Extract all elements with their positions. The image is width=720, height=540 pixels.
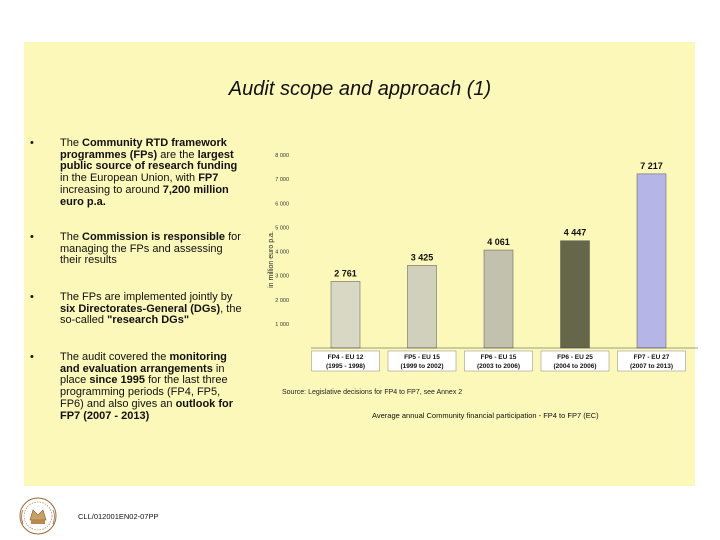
bar xyxy=(560,240,590,349)
bullet-text-segment: increasing to around xyxy=(60,183,163,196)
bullet-text-segment: The FPs are implemented jointly by xyxy=(60,291,233,303)
bullet-text: The audit covered the monitoring and eva… xyxy=(60,351,246,422)
bar xyxy=(636,173,667,349)
bullet-text: The Community RTD framework programmes (… xyxy=(60,137,246,208)
category-period-label: (2007 to 2013) xyxy=(630,363,673,370)
bullet-text-bold: FP7 xyxy=(198,172,219,185)
y-tick-label: 5 000 xyxy=(275,225,289,231)
y-tick-label: 6 000 xyxy=(275,201,289,207)
category-period-label: (1999 to 2002) xyxy=(401,363,444,370)
bullet-text-segment: The xyxy=(60,231,83,243)
category-box xyxy=(540,350,610,372)
bullet-text: The FPs are implemented jointly by six D… xyxy=(60,291,246,327)
category-period-label: (2004 to 2006) xyxy=(554,363,597,370)
document-reference: CLL/012001EN02-07PP xyxy=(78,512,159,521)
category-box xyxy=(311,350,380,372)
bar-value-label: 2 761 xyxy=(334,268,357,278)
bullet-marker: • xyxy=(30,291,34,303)
category-label: FP6 - EU 15 xyxy=(481,354,517,361)
bullet-text-segment: for managing the FPs and assessing their… xyxy=(60,231,241,267)
bar xyxy=(483,249,514,349)
category-period-label: (1995 - 1998) xyxy=(326,363,365,370)
slide-title: Audit scope and approach (1) xyxy=(228,78,492,100)
bar xyxy=(330,281,361,349)
bullet-text-segment: in place xyxy=(60,362,225,387)
bullet-marker: • xyxy=(30,137,34,149)
bullet-text-bold: largest public source of research fundin… xyxy=(60,148,238,173)
bar-value-label: 4 061 xyxy=(487,237,510,247)
bullet-text-bold: six Directorates-General (DGs) xyxy=(60,302,221,315)
category-box xyxy=(617,350,686,372)
category-box xyxy=(387,350,457,372)
bullet-text-segment: are the xyxy=(157,148,198,161)
bullet-marker: • xyxy=(30,231,34,243)
chart-caption: Average annual Community financial parti… xyxy=(372,411,599,420)
bullet-text-bold: 7,200 million euro p.a. xyxy=(60,183,229,208)
eca-seal-icon xyxy=(19,497,57,535)
chart-source: Source: Legislative decisions for FP4 to… xyxy=(282,389,463,396)
bullet-text-bold: Community RTD framework programmes (FPs) xyxy=(60,137,227,161)
bullet-text-bold: outlook for FP7 (2007 - 2013) xyxy=(60,397,234,422)
bar-value-label: 7 217 xyxy=(640,161,663,171)
bullet-text: The Commission is responsible for managi… xyxy=(60,231,246,267)
y-tick-label: 8 000 xyxy=(275,153,289,159)
bullet-text-bold: Commission is responsible xyxy=(82,231,226,243)
bullet-text-segment: , the so-called xyxy=(60,302,242,327)
category-label: FP5 - EU 15 xyxy=(404,354,440,361)
y-tick-label: 1 000 xyxy=(275,322,289,328)
bar xyxy=(407,265,437,349)
bullet-text-segment: The xyxy=(60,137,83,149)
bullet-text-segment: for the last three programming periods (… xyxy=(60,374,228,410)
bullet-text-bold: "research DGs" xyxy=(107,314,190,327)
bar-value-label: 4 447 xyxy=(564,228,587,238)
y-axis-label: in million euro p.a. xyxy=(268,231,275,288)
category-label: FP7 - EU 27 xyxy=(634,354,670,361)
bullet-text-bold: since 1995 xyxy=(89,374,146,387)
category-label: FP6 - EU 25 xyxy=(557,354,593,361)
bullet-marker: • xyxy=(30,351,34,363)
y-tick-label: 7 000 xyxy=(275,177,289,183)
y-tick-label: 3 000 xyxy=(275,274,289,280)
bullet-text-segment: The audit covered the xyxy=(60,351,170,363)
bar-value-label: 3 425 xyxy=(411,252,434,262)
bullet-text-bold: monitoring and evaluation arrangements xyxy=(60,351,227,375)
category-label: FP4 - EU 12 xyxy=(328,354,364,361)
category-period-label: (2003 to 2006) xyxy=(477,363,520,370)
y-tick-label: 4 000 xyxy=(275,250,289,256)
category-box xyxy=(464,350,533,372)
bullet-text-segment: in the European Union, with xyxy=(60,172,199,185)
funding-bar-chart: 1 000 2 000 3 000 4 000 5 000 6 000 7 000 8 000… xyxy=(268,153,698,372)
y-tick-label: 2 000 xyxy=(275,298,289,304)
